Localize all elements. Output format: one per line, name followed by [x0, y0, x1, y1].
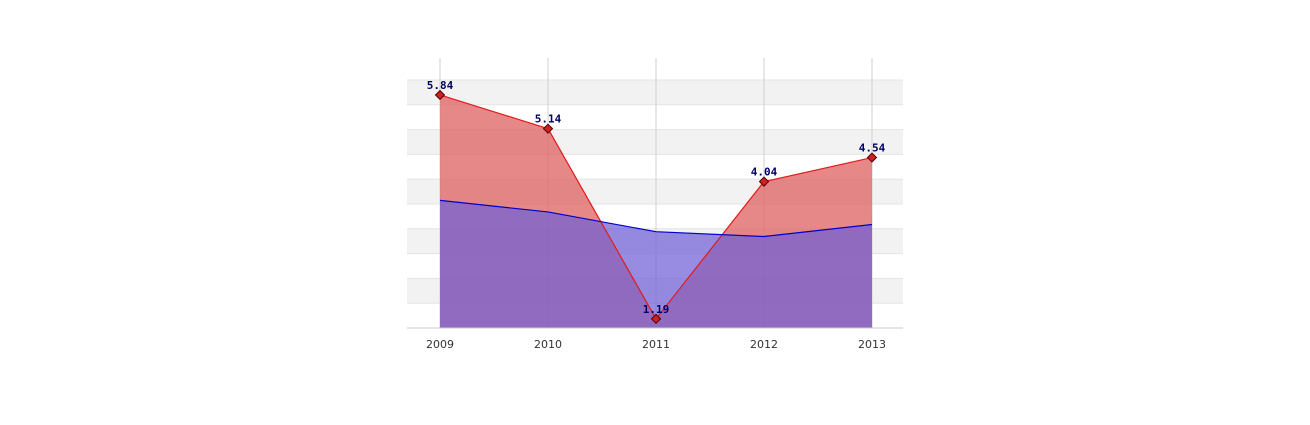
data-label: 5.84	[427, 79, 454, 92]
data-label: 5.14	[535, 113, 562, 126]
x-tick-label: 2009	[426, 338, 454, 351]
series-area-1	[440, 200, 872, 328]
data-label: 1.19	[643, 303, 670, 316]
series-line-1	[439, 199, 873, 238]
x-axis: 2009 2010 2011 2012 2013	[407, 327, 903, 351]
data-label: 4.54	[859, 142, 886, 155]
x-tick-label: 2010	[534, 338, 562, 351]
series-areas	[440, 94, 872, 329]
data-label: 4.04	[751, 166, 778, 179]
data-labels: 5.84 5.14 1.19 4.04 4.54	[427, 79, 886, 316]
data-point-marker	[758, 176, 770, 187]
x-tick-label: 2012	[750, 338, 778, 351]
grid-band	[407, 80, 903, 105]
data-point-marker	[650, 313, 662, 325]
data-point-marker	[866, 152, 878, 163]
data-point-marker	[434, 89, 446, 101]
markers	[434, 89, 878, 325]
x-tick-label: 2011	[642, 338, 670, 351]
data-point-marker	[542, 123, 554, 134]
x-tick-label: 2013	[858, 338, 886, 351]
